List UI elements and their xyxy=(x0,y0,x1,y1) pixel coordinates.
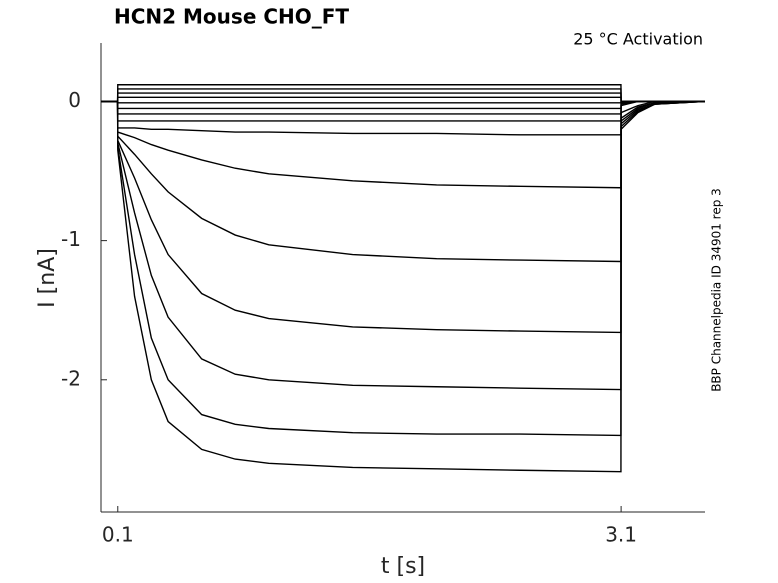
trace xyxy=(101,100,705,122)
y-tick-label: -2 xyxy=(61,366,81,390)
x-tick-label: 0.1 xyxy=(102,523,134,547)
trace xyxy=(101,100,705,189)
trace xyxy=(101,100,706,334)
trace xyxy=(101,100,705,104)
x-tick-label: 3.1 xyxy=(605,523,637,547)
trace xyxy=(101,88,705,103)
y-axis-label: I [nA] xyxy=(35,248,60,308)
chart-title: HCN2 Mouse CHO_FT xyxy=(114,5,349,29)
trace xyxy=(101,100,706,473)
y-tick-label: -1 xyxy=(61,227,81,251)
y-tick-label: 0 xyxy=(68,88,81,112)
trace xyxy=(101,100,706,391)
trace xyxy=(101,100,706,437)
trace xyxy=(101,96,705,103)
trace xyxy=(101,100,706,263)
x-axis-label: t [s] xyxy=(381,554,425,579)
annotation: 25 °C Activation xyxy=(573,30,703,49)
trace xyxy=(101,100,705,136)
trace xyxy=(101,84,705,103)
trace xyxy=(101,100,705,110)
side-note: BBP Channelpedia ID 34901 rep 3 xyxy=(710,188,724,392)
